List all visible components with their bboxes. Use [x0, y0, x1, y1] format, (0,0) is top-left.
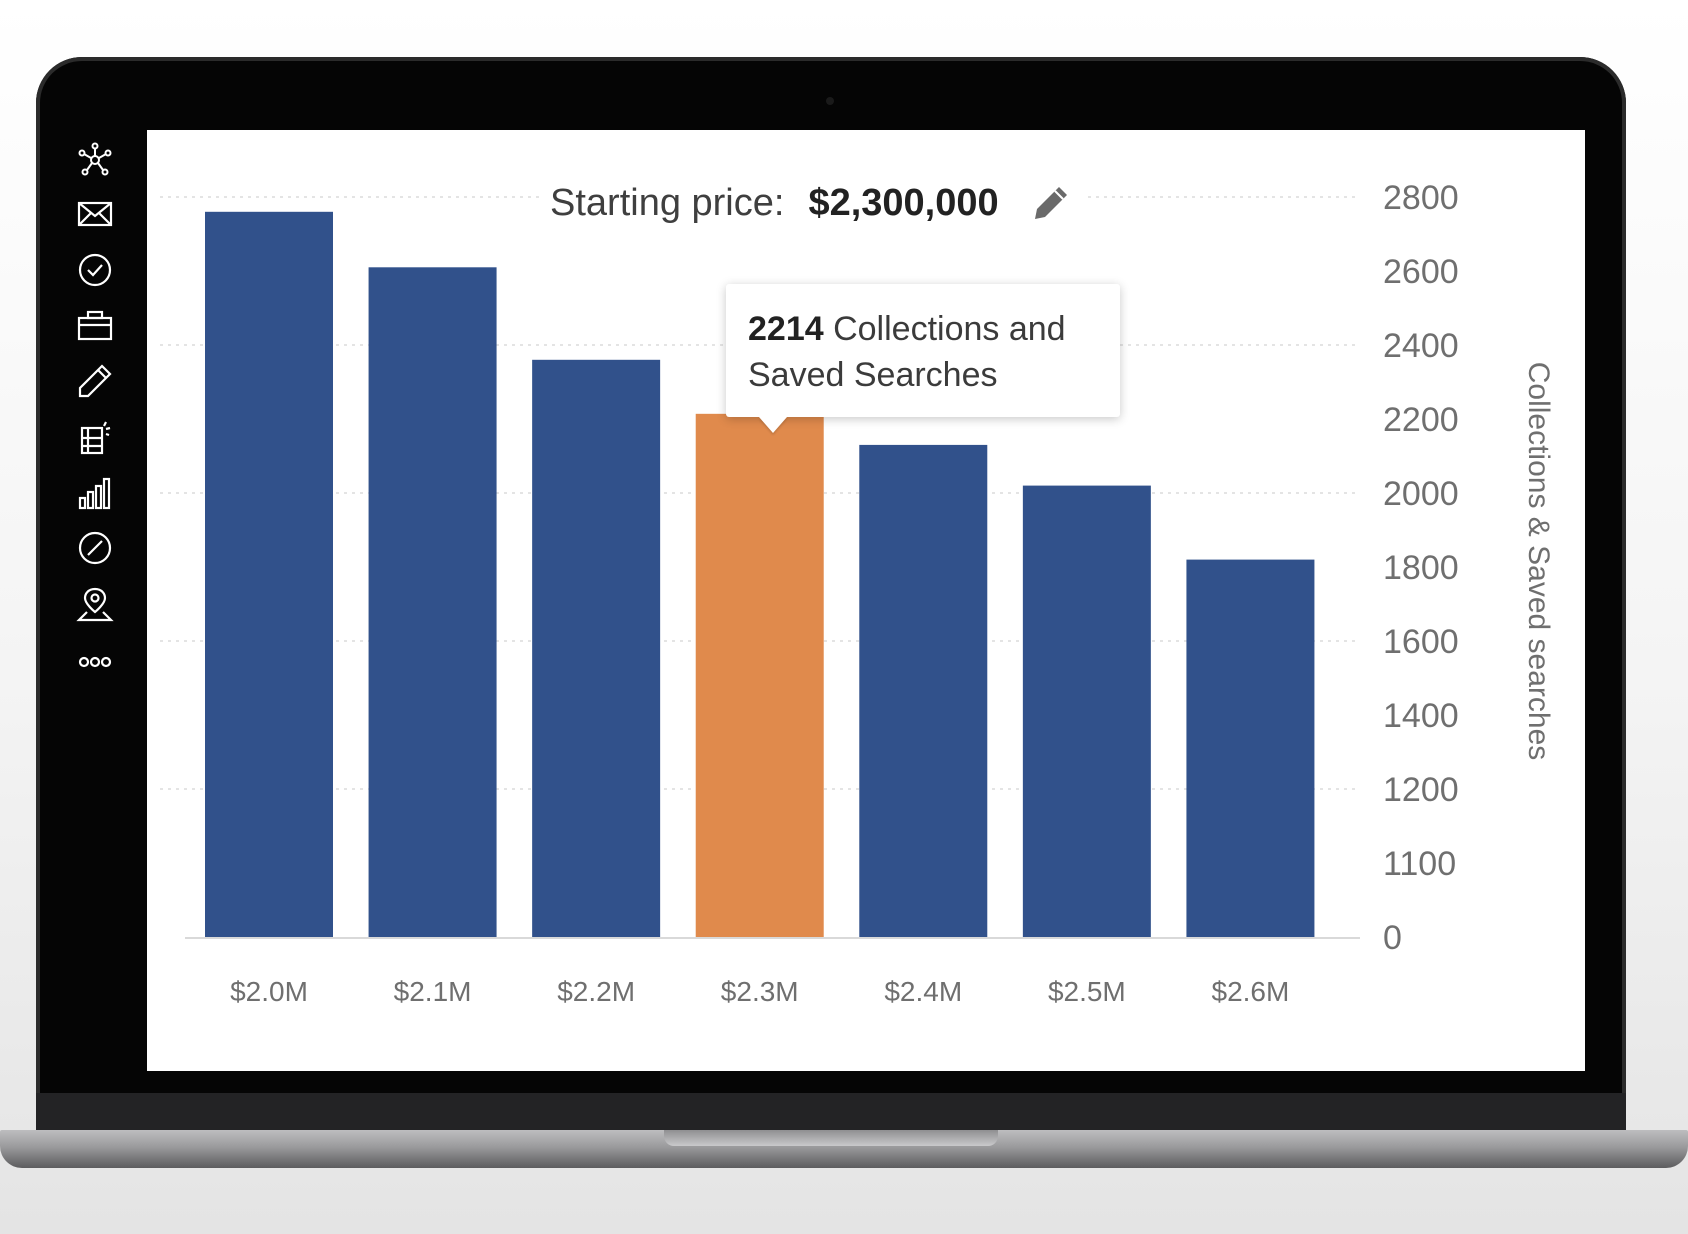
pencil-icon[interactable] — [70, 361, 120, 401]
compass-icon[interactable] — [70, 528, 120, 568]
x-tick-label: $2.6M — [1212, 976, 1290, 1007]
map-pin-icon[interactable] — [70, 585, 120, 625]
tooltip-text: 2214 Collections and Saved Searches — [748, 306, 1108, 398]
bar[interactable] — [368, 267, 497, 937]
x-tick-label: $2.3M — [721, 976, 799, 1007]
camera — [826, 97, 834, 105]
bar[interactable] — [859, 444, 988, 937]
y-tick-label: 2400 — [1383, 327, 1459, 365]
bar[interactable] — [1022, 485, 1151, 937]
y-tick-label: 1400 — [1383, 697, 1459, 735]
network-icon[interactable] — [70, 140, 120, 180]
checkmark-circle-icon[interactable] — [70, 250, 120, 290]
bar[interactable] — [532, 359, 661, 937]
x-tick-label: $2.0M — [230, 976, 308, 1007]
x-tick-label: $2.1M — [394, 976, 472, 1007]
chart-header: Starting price: $2,300,000 — [540, 178, 1083, 228]
y-tick-label: 0 — [1383, 919, 1402, 957]
y-tick-label: 2800 — [1383, 179, 1459, 217]
bar-chart-icon[interactable] — [70, 473, 120, 513]
building-icon[interactable] — [70, 417, 120, 457]
y-tick-label: 2200 — [1383, 401, 1459, 439]
x-tick-label: $2.4M — [884, 976, 962, 1007]
starting-price-label: Starting price: — [550, 181, 785, 224]
bars — [205, 211, 1315, 938]
tooltip-arrow — [759, 417, 787, 433]
briefcase-icon[interactable] — [70, 306, 120, 346]
pencil-icon[interactable] — [1029, 181, 1073, 225]
x-tick-label: $2.2M — [557, 976, 635, 1007]
y-tick-label: 1200 — [1383, 771, 1459, 809]
tooltip-label: Collections and Saved Searches — [748, 310, 1066, 394]
y-tick-label: 1800 — [1383, 549, 1459, 587]
starting-price-value: $2,300,000 — [808, 181, 999, 224]
laptop-hinge-notch — [664, 1130, 998, 1146]
envelope-icon[interactable] — [70, 194, 120, 234]
more-icon[interactable] — [70, 642, 120, 682]
y-tick-label: 2600 — [1383, 253, 1459, 291]
bar-tooltip: 2214 Collections and Saved Searches — [726, 284, 1120, 433]
tooltip-value: 2214 — [748, 310, 824, 348]
y-tick-label: 1100 — [1383, 845, 1456, 883]
x-tick-label: $2.5M — [1048, 976, 1126, 1007]
y-tick-label: 1600 — [1383, 623, 1459, 661]
y-tick-label: 2000 — [1383, 475, 1459, 513]
bar[interactable] — [205, 211, 333, 938]
y-axis-ticks: 2800 2600 2400 2200 2000 1800 1600 1400 1200 1100… — [1383, 179, 1459, 957]
x-axis-ticks: $2.0M $2.1M $2.2M $2.3M $2.4M $2.5M $2.6M — [230, 976, 1289, 1007]
y-axis-title: Collections & Saved searches — [1522, 361, 1555, 761]
bar-highlighted[interactable] — [695, 413, 824, 937]
bar[interactable] — [1186, 559, 1315, 937]
